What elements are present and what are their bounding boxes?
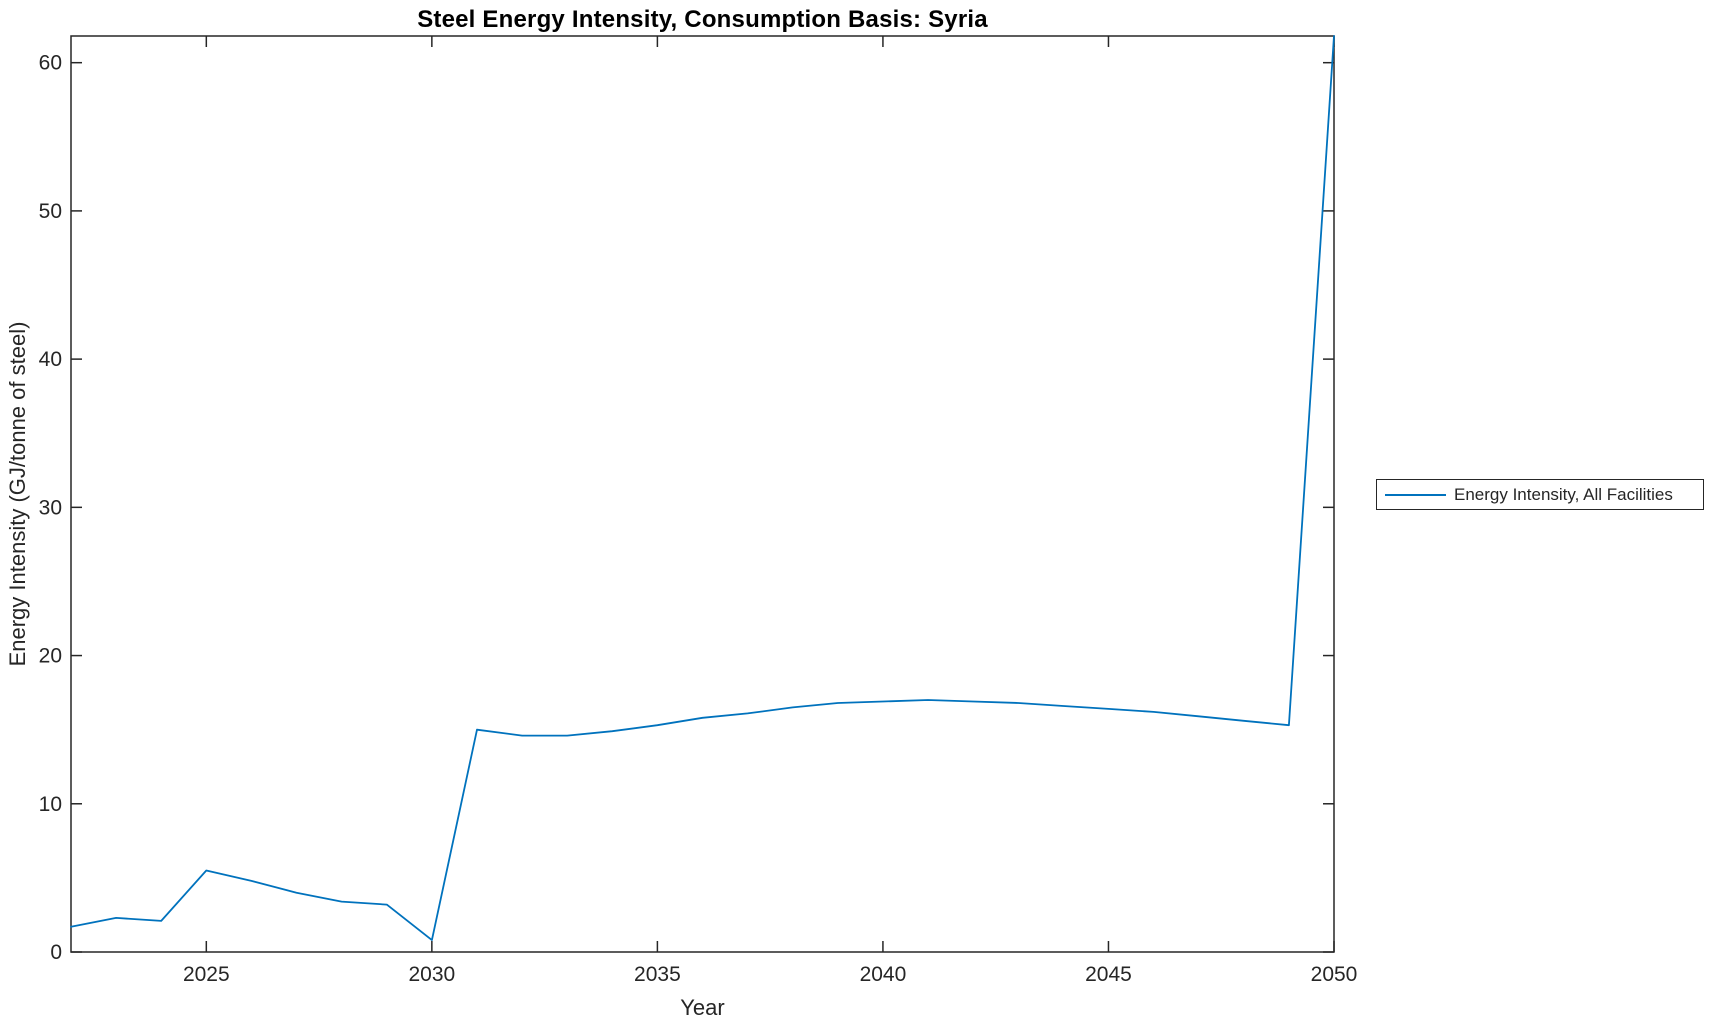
x-tick-label: 2045 — [1085, 963, 1132, 986]
energy-intensity-line — [70, 35, 1335, 941]
legend-entry-label: Energy Intensity, All Facilities — [1454, 484, 1673, 504]
x-tick-label: 2025 — [183, 963, 230, 986]
y-tick-label: 0 — [50, 941, 62, 964]
axis-box — [70, 35, 1335, 953]
x-tick-label: 2040 — [860, 963, 907, 986]
x-tick-label: 2030 — [408, 963, 455, 986]
y-tick-label: 10 — [39, 793, 62, 816]
y-tick-label: 20 — [39, 645, 62, 668]
x-tick-label: 2035 — [634, 963, 681, 986]
chart-title: Steel Energy Intensity, Consumption Basi… — [417, 6, 988, 33]
x-axis-label: Year — [680, 995, 725, 1020]
x-tick-label: 2050 — [1311, 963, 1358, 986]
y-tick-label: 30 — [39, 496, 62, 519]
y-tick-label: 60 — [39, 52, 62, 75]
y-tick-label: 40 — [39, 348, 62, 371]
legend-line-icon — [1385, 493, 1446, 496]
legend-box: Energy Intensity, All Facilities — [1376, 479, 1704, 510]
y-tick-label: 50 — [39, 200, 62, 223]
y-axis-label: Energy Intensity (GJ/tonne of steel) — [5, 321, 30, 667]
